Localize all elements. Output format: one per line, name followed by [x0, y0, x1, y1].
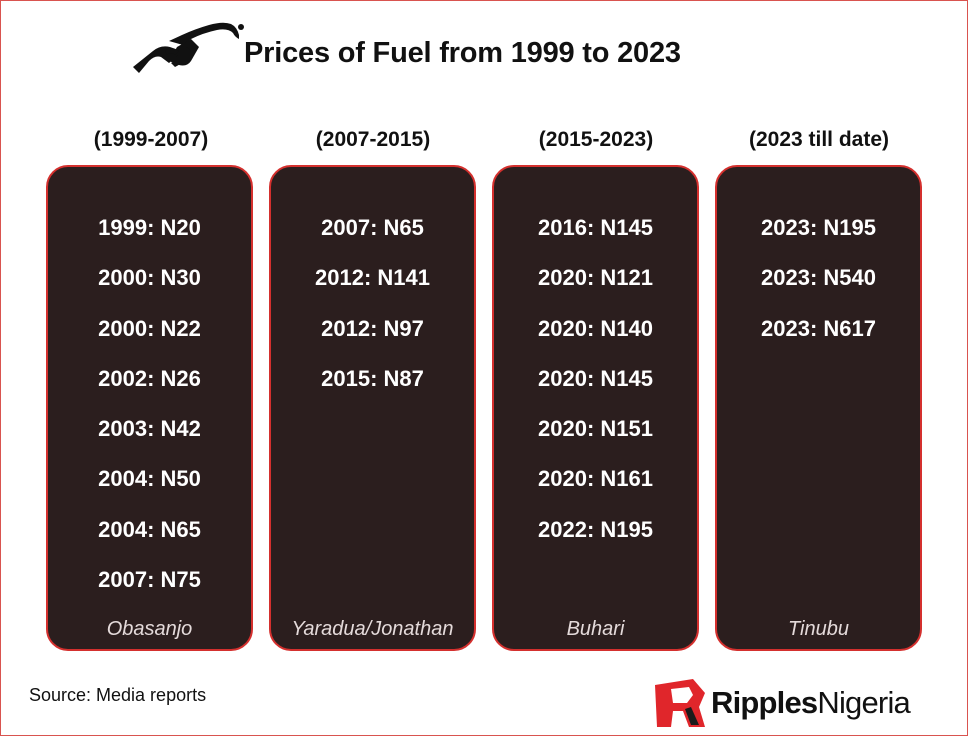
price-card-yaradua-jonathan: 2007: N65 2012: N141 2012: N97 2015: N87…: [269, 165, 476, 651]
price-entry: 2000: N30: [98, 265, 201, 291]
price-entry: 2020: N161: [538, 466, 653, 492]
price-entry: 2012: N141: [315, 265, 430, 291]
price-entry: 2004: N65: [98, 516, 201, 542]
price-entry: 2007: N75: [98, 567, 201, 593]
price-entry: 2016: N145: [538, 215, 653, 240]
period-label-1: (1999-2007): [93, 128, 209, 151]
price-list: 2023: N195 2023: N540 2023: N617: [717, 213, 920, 364]
price-entry: 2020: N140: [538, 315, 653, 341]
price-entry: 2004: N50: [98, 466, 201, 492]
price-list: 2007: N65 2012: N141 2012: N97 2015: N87: [271, 213, 474, 414]
price-entry: 2023: N195: [761, 215, 876, 240]
price-entry: 1999: N20: [98, 215, 201, 240]
brand-bold: Ripples: [711, 685, 818, 720]
price-entry: 2023: N540: [761, 265, 876, 291]
fuel-pump-nozzle-icon: [133, 22, 244, 73]
brand-regular: Nigeria: [817, 685, 910, 720]
leader-name: Yaradua/Jonathan: [291, 618, 454, 640]
price-entry: 2020: N121: [538, 265, 653, 291]
price-card-tinubu: 2023: N195 2023: N540 2023: N617 Tinubu: [715, 165, 922, 651]
price-entry: 2022: N195: [538, 516, 653, 542]
price-entry: 2007: N65: [321, 215, 424, 240]
period-label-3: (2015-2023): [538, 128, 654, 151]
price-entry: 2015: N87: [321, 365, 424, 391]
page-title: Prices of Fuel from 1999 to 2023: [244, 37, 681, 69]
price-card-obasanjo: 1999: N20 2000: N30 2000: N22 2002: N26 …: [46, 165, 253, 651]
period-label-4: (2023 till date): [748, 128, 890, 151]
price-entry: 2000: N22: [98, 315, 201, 341]
leader-name: Tinubu: [788, 618, 849, 640]
price-entry: 2002: N26: [98, 365, 201, 391]
source-note: Source: Media reports: [29, 685, 207, 705]
ripples-logo-icon: [655, 679, 705, 727]
price-entry: 2020: N145: [538, 365, 653, 391]
period-label-2: (2007-2015): [315, 128, 431, 151]
price-list: 2016: N145 2020: N121 2020: N140 2020: N…: [494, 213, 697, 565]
price-entry: 2023: N617: [761, 315, 876, 341]
price-card-buhari: 2016: N145 2020: N121 2020: N140 2020: N…: [492, 165, 699, 651]
leader-name: Obasanjo: [106, 618, 193, 640]
price-entry: 2012: N97: [321, 315, 424, 341]
price-entry: 2003: N42: [98, 416, 201, 442]
price-list: 1999: N20 2000: N30 2000: N22 2002: N26 …: [48, 213, 251, 615]
price-entry: 2020: N151: [538, 416, 653, 442]
brand-wordmark: RipplesNigeria: [711, 685, 911, 721]
leader-name: Buhari: [566, 618, 625, 640]
